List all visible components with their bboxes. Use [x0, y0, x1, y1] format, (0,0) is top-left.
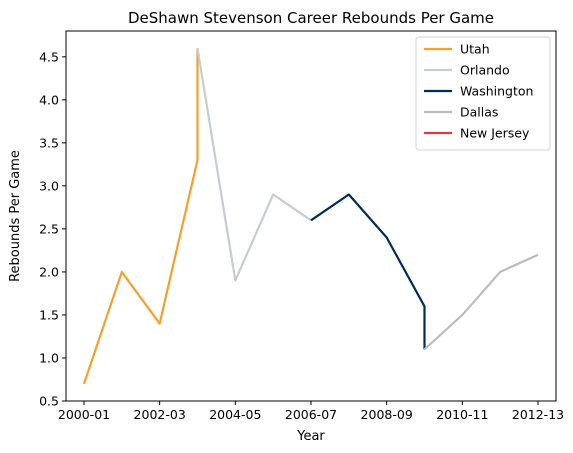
- x-tick-label: 2012-13: [512, 407, 564, 422]
- legend-label: Orlando: [460, 63, 510, 78]
- legend-label: New Jersey: [460, 126, 530, 141]
- y-tick-label: 0.5: [39, 394, 59, 409]
- series-line-washington: [310, 193, 426, 350]
- y-tick-label: 2.0: [39, 264, 59, 279]
- x-axis-ticks: 2000-01 2002-03 2004-05 2006-07 2008-09 2010-…: [58, 401, 564, 422]
- legend-label: Utah: [460, 42, 490, 57]
- x-axis-label: Year: [296, 429, 325, 444]
- legend-frame: [415, 36, 551, 151]
- x-tick-label: 2006-07: [285, 407, 337, 422]
- series-line-orlando: [196, 48, 312, 282]
- y-tick-label: 3.5: [39, 135, 59, 150]
- series-line-utah: [82, 48, 199, 385]
- plot-frame: [65, 30, 557, 402]
- y-tick-label: 3.0: [39, 178, 59, 193]
- x-tick-label: 2004-05: [209, 407, 261, 422]
- y-tick-label: 2.5: [39, 221, 59, 236]
- y-tick-label: 1.0: [39, 350, 59, 365]
- y-tick-label: 1.5: [39, 307, 59, 322]
- y-tick-label: 4.5: [39, 49, 59, 64]
- x-tick-label: 2008-09: [361, 407, 413, 422]
- legend: Utah Orlando Washington Dallas New Jersey: [415, 36, 551, 151]
- y-tick-label: 4.0: [39, 92, 59, 107]
- x-tick-label: 2010-11: [436, 407, 488, 422]
- y-axis-label: Rebounds Per Game: [8, 150, 23, 282]
- chart-title: DeShawn Stevenson Career Rebounds Per Ga…: [128, 9, 494, 27]
- series-line-dallas: [423, 253, 539, 351]
- series-lines: [82, 48, 539, 385]
- legend-label: Washington: [460, 84, 533, 99]
- legend-label: Dallas: [460, 105, 498, 120]
- x-tick-label: 2000-01: [58, 407, 110, 422]
- y-axis-ticks: 0.5 1.0 1.5 2.0 2.5 3.0 3.5 4.0 4.5: [39, 49, 66, 409]
- x-tick-label: 2002-03: [134, 407, 186, 422]
